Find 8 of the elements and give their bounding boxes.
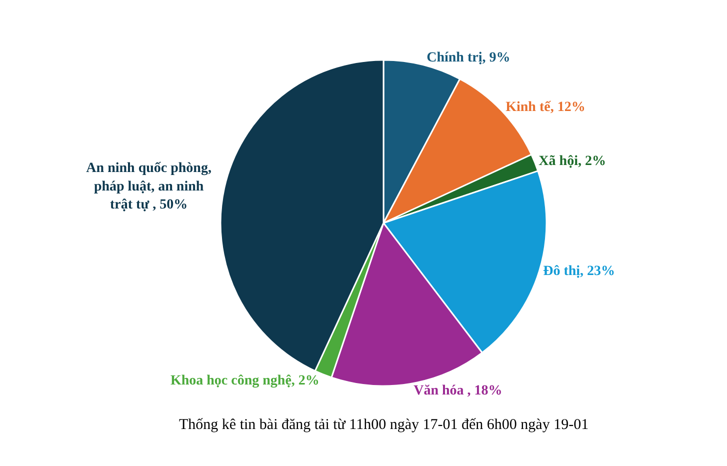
slice-label: Kinh tế, 12%	[506, 100, 586, 115]
text: Thống kê tin bài đăng tải từ 11h00 ngày 17-01 đến 6h00 ngày 19-01	[179, 417, 589, 433]
slice-label: Xã hội, 2%	[538, 154, 606, 170]
slice-label: Khoa học công nghệ, 2%	[170, 373, 320, 388]
slice-label: Chính trị, 9%	[426, 50, 510, 66]
slice-label: Văn hóa , 18%	[414, 384, 502, 399]
slice-label: An ninh quốc phòng, pháp luật, an ninh trật tự , 50%	[86, 161, 212, 212]
slice-label: Đô thị, 23%	[543, 264, 616, 279]
